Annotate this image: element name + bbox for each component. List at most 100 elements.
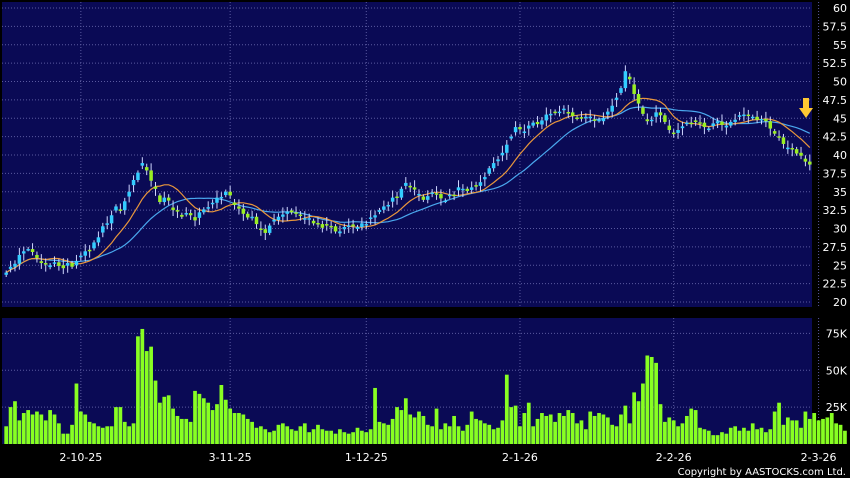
volume-bar bbox=[663, 421, 667, 444]
candle-body bbox=[417, 193, 421, 196]
volume-bar bbox=[557, 413, 562, 444]
volume-bar bbox=[43, 420, 48, 444]
volume-bar bbox=[469, 411, 474, 444]
volume-bar bbox=[447, 426, 452, 444]
candle-body bbox=[57, 262, 61, 266]
volume-bar bbox=[522, 413, 527, 444]
price-tick-label: 45 bbox=[833, 112, 847, 125]
candle-body bbox=[338, 231, 342, 234]
candle-body bbox=[144, 167, 149, 171]
volume-bar bbox=[276, 424, 281, 444]
candle-body bbox=[254, 216, 259, 225]
volume-bar bbox=[316, 424, 320, 444]
date-axis: 2-10-25 3-11-25 1-12-25 2-1-26 2-2-26 2-3-26 bbox=[59, 451, 836, 464]
volume-bar bbox=[298, 426, 303, 444]
volume-tick-label: 50K bbox=[826, 364, 848, 377]
volume-bar bbox=[689, 408, 694, 444]
volume-bar bbox=[671, 420, 676, 444]
volume-bar bbox=[509, 407, 514, 444]
volume-bar bbox=[474, 418, 478, 444]
candle-body bbox=[513, 127, 518, 133]
volume-bar bbox=[733, 426, 738, 444]
candle-body bbox=[237, 206, 241, 209]
volume-bar bbox=[496, 427, 500, 444]
candle-body bbox=[149, 170, 153, 181]
candle-body bbox=[175, 210, 180, 212]
volume-bar bbox=[623, 405, 628, 444]
volume-bar bbox=[48, 410, 52, 444]
candle-body bbox=[531, 122, 535, 126]
candle-body bbox=[579, 117, 584, 119]
volume-bar bbox=[803, 411, 808, 444]
volume-bar bbox=[728, 427, 733, 444]
volume-bar bbox=[122, 421, 127, 444]
volume-bar bbox=[131, 423, 136, 444]
volume-bar bbox=[790, 420, 795, 444]
volume-bar bbox=[504, 374, 509, 444]
price-axis: 20 22.5 25 27.5 30 32.5 35 37.5 40 42.5 45 47.5 50 52… bbox=[823, 2, 848, 309]
candle-body bbox=[746, 114, 751, 117]
candle-body bbox=[197, 212, 202, 218]
candle-body bbox=[496, 159, 500, 162]
volume-bar bbox=[518, 426, 522, 444]
candle-body bbox=[654, 112, 658, 117]
candle-body bbox=[575, 117, 579, 120]
volume-bar bbox=[487, 424, 492, 444]
candle-body bbox=[794, 149, 799, 154]
candle-body bbox=[474, 185, 478, 187]
volume-bar bbox=[254, 427, 259, 444]
volume-bar bbox=[601, 414, 606, 444]
price-grid bbox=[2, 2, 820, 307]
candle-body bbox=[421, 196, 426, 200]
candle-body bbox=[518, 127, 522, 130]
volume-bar bbox=[491, 429, 496, 444]
volume-bar bbox=[764, 432, 768, 444]
volume-bar bbox=[21, 413, 26, 444]
candle-body bbox=[707, 128, 711, 131]
volume-bars bbox=[4, 328, 847, 444]
candle-body bbox=[619, 88, 623, 93]
volume-bar bbox=[693, 410, 698, 444]
moving-average-lines bbox=[5, 97, 811, 274]
candle-body bbox=[74, 260, 79, 266]
candle-body bbox=[715, 121, 720, 124]
volume-bar bbox=[114, 407, 118, 444]
volume-bar bbox=[706, 430, 711, 444]
volume-bar bbox=[285, 426, 290, 444]
candle-body bbox=[461, 188, 465, 191]
candle-body bbox=[43, 263, 48, 265]
volume-bar bbox=[641, 383, 645, 444]
candle-body bbox=[22, 251, 26, 254]
volume-bar bbox=[825, 417, 830, 444]
volume-bar bbox=[636, 401, 641, 444]
volume-bar bbox=[627, 423, 632, 444]
candle-body bbox=[544, 114, 549, 121]
volume-bar bbox=[351, 432, 355, 444]
volume-bar bbox=[702, 429, 707, 444]
price-tick-label: 20 bbox=[833, 296, 847, 309]
candle-body bbox=[8, 266, 13, 269]
candle-body bbox=[628, 76, 632, 80]
candle-body bbox=[259, 228, 263, 230]
volume-bar bbox=[575, 423, 579, 444]
volume-bar bbox=[715, 435, 720, 444]
candle-body bbox=[193, 217, 197, 221]
candle-body bbox=[768, 121, 773, 129]
candle-body bbox=[140, 163, 145, 166]
candle-body bbox=[61, 265, 66, 269]
volume-bar bbox=[364, 432, 369, 444]
volume-bar bbox=[676, 426, 680, 444]
candle-body bbox=[79, 255, 83, 258]
volume-tick-label: 25K bbox=[826, 401, 848, 414]
candle-body bbox=[30, 249, 35, 253]
volume-bar bbox=[105, 426, 110, 444]
candle-body bbox=[307, 218, 311, 220]
volume-bar bbox=[654, 362, 658, 444]
volume-bar bbox=[324, 430, 329, 444]
volume-bar bbox=[531, 426, 536, 444]
volume-bar bbox=[26, 410, 31, 444]
volume-bar bbox=[579, 420, 584, 444]
date-tick-label: 2-10-25 bbox=[59, 451, 102, 464]
candle-body bbox=[663, 115, 667, 122]
candle-body bbox=[346, 225, 351, 228]
